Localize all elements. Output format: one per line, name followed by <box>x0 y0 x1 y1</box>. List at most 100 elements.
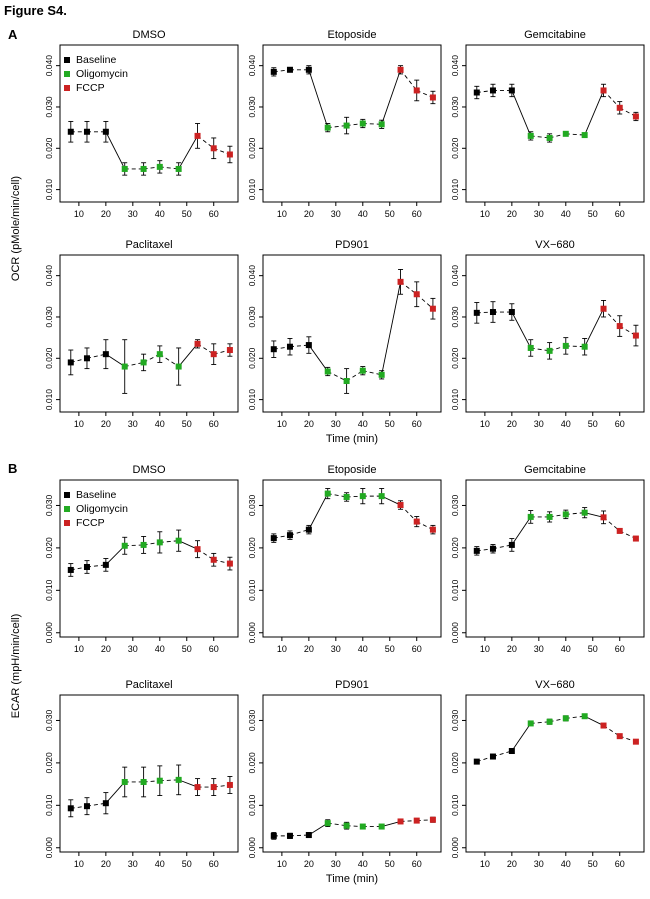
series-line-segment <box>362 123 382 125</box>
data-point <box>429 94 436 101</box>
chart-title: Paclitaxel <box>125 679 172 691</box>
chart-title: Etoposide <box>328 29 377 41</box>
data-point <box>616 527 623 534</box>
plot-frame <box>465 254 645 413</box>
x-axis-label: Time (min) <box>326 873 378 885</box>
data-point <box>270 832 277 839</box>
series-line-segment <box>584 512 604 518</box>
series-line-segment <box>530 347 550 352</box>
series-line-segment <box>86 802 106 807</box>
series-line-segment <box>511 516 532 546</box>
data-point <box>194 784 201 791</box>
x-tick-label: 60 <box>615 859 625 869</box>
data-point <box>397 818 404 825</box>
data-point <box>121 542 128 549</box>
x-tick-label: 60 <box>615 209 625 219</box>
data-point <box>429 816 436 823</box>
y-tick-label: 0.030 <box>450 710 460 732</box>
series-line-segment <box>124 361 144 367</box>
data-point <box>156 539 163 546</box>
data-point <box>581 509 588 516</box>
legend-swatch <box>64 57 70 63</box>
series-line-segment <box>511 90 532 137</box>
chart-title: VX−680 <box>535 679 574 691</box>
y-tick-label: 0.020 <box>450 537 460 559</box>
data-point <box>378 493 385 500</box>
data-point <box>286 532 293 539</box>
y-tick-label: 0.030 <box>247 96 257 118</box>
data-point <box>140 778 147 785</box>
data-point <box>305 832 312 839</box>
data-point <box>616 104 623 111</box>
y-tick-label: 0.000 <box>247 837 257 859</box>
series-line-segment <box>400 69 418 91</box>
plot-frame <box>59 44 239 203</box>
data-point <box>508 541 515 548</box>
data-point <box>489 545 496 552</box>
y-tick-label: 0.020 <box>247 752 257 774</box>
series-line-segment <box>327 822 347 827</box>
data-point <box>473 547 480 554</box>
data-point <box>194 132 201 139</box>
x-tick-label: 50 <box>385 859 395 869</box>
data-point <box>378 121 385 128</box>
chart-title: Paclitaxel <box>125 239 172 251</box>
data-point <box>600 87 607 94</box>
series-line-segment <box>289 529 309 536</box>
x-tick-label: 40 <box>155 859 165 869</box>
chart-title: PD901 <box>335 239 369 251</box>
y-tick-label: 0.010 <box>450 389 460 411</box>
data-point <box>527 513 534 520</box>
y-tick-label: 0.030 <box>450 495 460 517</box>
x-tick-label: 40 <box>561 419 571 429</box>
x-tick-label: 10 <box>277 644 287 654</box>
chart-panel-4: PD901 10 20 30 40 50 60 0.010 0.020 0.030 0.040 Tim… <box>247 239 442 445</box>
data-point <box>121 778 128 785</box>
data-point <box>546 134 553 141</box>
series-line-segment <box>381 281 401 375</box>
x-tick-label: 50 <box>385 419 395 429</box>
figure-title: Figure S4. <box>4 3 67 18</box>
data-point <box>194 546 201 553</box>
data-point <box>67 359 74 366</box>
data-point <box>140 359 147 366</box>
data-point <box>175 363 182 370</box>
x-tick-label: 60 <box>615 644 625 654</box>
y-tick-label: 0.010 <box>247 179 257 201</box>
legend-swatch <box>64 492 70 498</box>
series-line-segment <box>492 544 512 550</box>
y-tick-label: 0.030 <box>44 306 54 328</box>
data-point <box>210 351 217 358</box>
data-point <box>546 347 553 354</box>
data-point <box>562 511 569 518</box>
x-tick-label: 40 <box>155 644 165 654</box>
series-line-segment <box>327 493 347 498</box>
y-tick-label: 0.030 <box>44 710 54 732</box>
y-tick-label: 0.000 <box>450 837 460 859</box>
data-point <box>83 128 90 135</box>
x-tick-label: 60 <box>412 209 422 219</box>
x-tick-label: 60 <box>209 419 219 429</box>
data-point <box>527 344 534 351</box>
legend-label: Baseline <box>76 489 116 501</box>
data-point <box>616 733 623 740</box>
x-tick-label: 40 <box>358 644 368 654</box>
data-point <box>473 758 480 765</box>
data-point <box>413 817 420 824</box>
y-tick-label: 0.030 <box>247 495 257 517</box>
data-point <box>508 87 515 94</box>
data-point <box>489 309 496 316</box>
data-point <box>359 493 366 500</box>
x-tick-label: 60 <box>209 859 219 869</box>
chart-title: Gemcitabine <box>524 464 586 476</box>
x-tick-label: 60 <box>209 209 219 219</box>
x-tick-label: 40 <box>561 644 571 654</box>
series-line-segment <box>124 544 144 547</box>
data-point <box>397 278 404 285</box>
series-line-segment <box>381 821 401 827</box>
x-tick-label: 10 <box>74 859 84 869</box>
y-tick-label: 0.040 <box>450 265 460 287</box>
series-line-segment <box>327 371 347 382</box>
data-point <box>508 309 515 316</box>
data-point <box>397 502 404 509</box>
